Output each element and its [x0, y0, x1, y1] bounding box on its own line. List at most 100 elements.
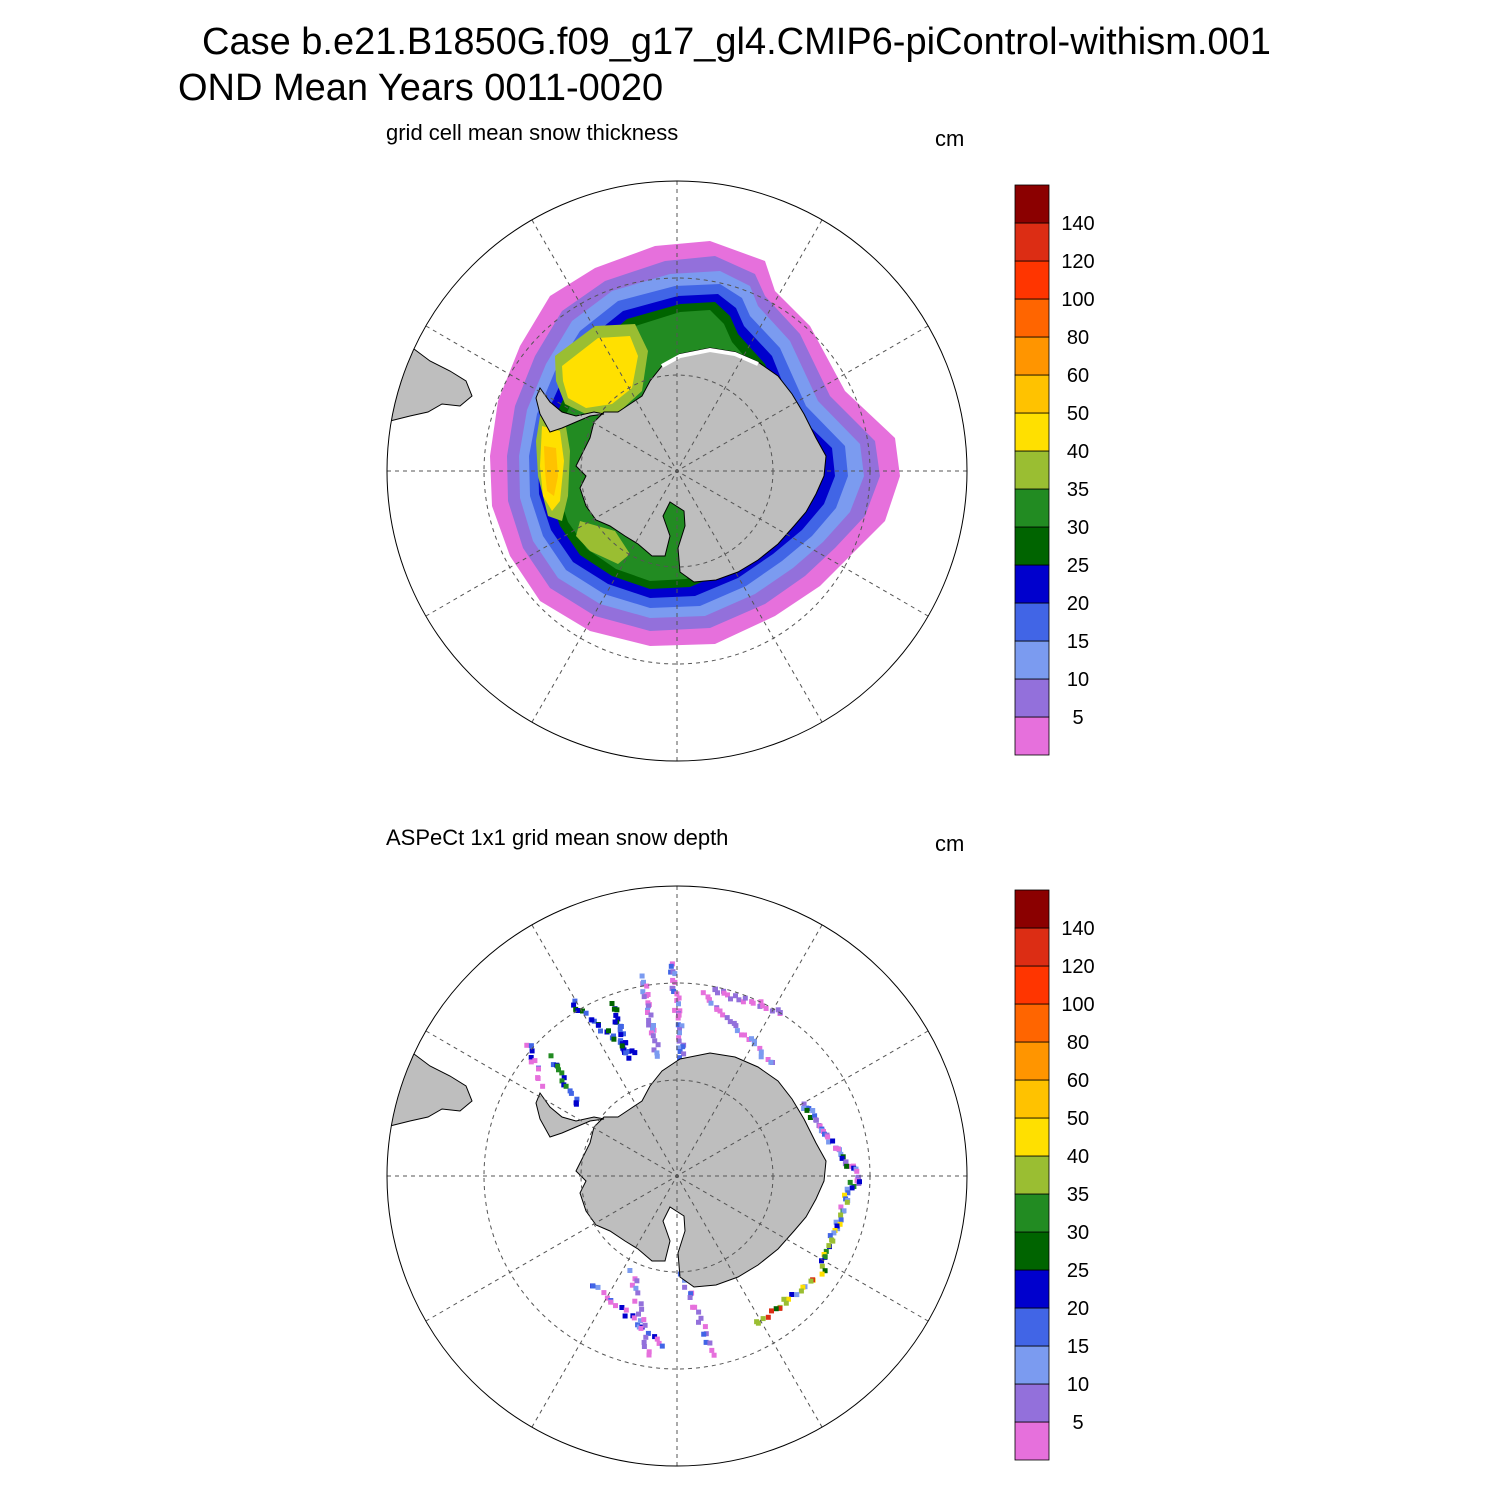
obs-cell [608, 1299, 614, 1305]
colorbar-1-label-13: 140 [1061, 213, 1094, 235]
obs-cell [823, 1248, 829, 1254]
obs-cell [623, 1040, 629, 1046]
colorbar-1-label-9: 60 [1067, 365, 1089, 387]
obs-cell [826, 1139, 832, 1145]
obs-cell [688, 1291, 694, 1297]
obs-cell [641, 1339, 647, 1345]
graticule [387, 886, 967, 1466]
obs-cell [632, 1050, 638, 1056]
obs-cell [568, 1090, 574, 1096]
obs-cell [817, 1123, 823, 1129]
panel-1-units: cm [935, 126, 965, 151]
obs-cell [680, 1044, 686, 1050]
obs-cell [734, 1028, 740, 1034]
figure-title-line-1: Case b.e21.B1850G.f09_g17_gl4.CMIP6-piCo… [202, 21, 1271, 63]
obs-cell [808, 1278, 814, 1284]
obs-cell [654, 1336, 660, 1342]
obs-cell [672, 979, 678, 985]
obs-cell [715, 990, 720, 996]
obs-cell [698, 1315, 704, 1321]
obs-cell [613, 1303, 618, 1309]
obs-cell [804, 1107, 810, 1113]
obs-cell [528, 1059, 534, 1065]
obs-cell [643, 1334, 649, 1340]
obs-cell [555, 1063, 561, 1069]
colorbar-2-swatch-4 [1014, 1269, 1050, 1309]
aspect-snow-depth-map [386, 885, 968, 1467]
obs-cell [639, 1306, 645, 1312]
obs-cell [645, 1000, 651, 1006]
colorbar-2-label-5: 30 [1067, 1222, 1089, 1244]
obs-cell [798, 1288, 804, 1294]
obs-cell [763, 1006, 769, 1011]
obs-cell [671, 989, 677, 994]
obs-cell [640, 989, 646, 995]
obs-cell [559, 1078, 565, 1084]
snow-thickness-map [386, 180, 968, 762]
obs-cell [677, 1055, 682, 1061]
obs-cell [642, 1322, 648, 1328]
obs-cell [742, 1032, 747, 1038]
obs-cell [847, 1179, 853, 1185]
obs-cell [677, 1027, 682, 1033]
obs-cell [835, 1226, 841, 1232]
obs-cell [672, 1007, 678, 1013]
obs-cell [826, 1243, 832, 1249]
colorbar-1-swatch-11 [1014, 298, 1050, 338]
obs-cell [646, 1349, 652, 1355]
obs-cell [702, 1324, 708, 1330]
obs-cell [835, 1146, 841, 1152]
obs-cell [677, 1008, 683, 1014]
colorbar-2-swatch-7 [1014, 1155, 1050, 1195]
map-boundary [386, 885, 968, 1467]
antarctic-peninsula [535, 1091, 605, 1138]
obs-cell [619, 1305, 625, 1310]
colorbar-1-label-5: 30 [1067, 517, 1089, 539]
obs-cell [638, 1301, 644, 1307]
obs-cell [844, 1199, 850, 1205]
obs-cell [613, 1012, 619, 1018]
colorbar-2-label-7: 40 [1067, 1146, 1089, 1168]
colorbar-1-swatch-12 [1014, 260, 1050, 300]
obs-cell [654, 1053, 660, 1059]
obs-cell [619, 1043, 625, 1049]
obs-cell [801, 1106, 807, 1111]
obs-cell [646, 1352, 652, 1358]
obs-cell [855, 1175, 861, 1181]
colorbar-2-swatch-10 [1014, 1041, 1050, 1081]
obs-cell [765, 1057, 771, 1062]
obs-cell [571, 1002, 577, 1008]
obs-cell [535, 1076, 541, 1081]
obs-cell [623, 1307, 629, 1313]
obs-cell [754, 1319, 760, 1325]
obs-cell [768, 1059, 774, 1065]
obs-cell [677, 1049, 683, 1054]
obs-cell [595, 1284, 601, 1290]
obs-cell [822, 1254, 828, 1260]
obs-cell [574, 1096, 580, 1102]
obs-cell [524, 1042, 530, 1048]
obs-cell [720, 1012, 726, 1018]
obs-cell [676, 1038, 682, 1044]
obs-cell [845, 1190, 851, 1196]
obs-cell [645, 1003, 651, 1009]
map-boundary [386, 180, 968, 762]
colorbar-1-label-7: 40 [1067, 441, 1089, 463]
colorbar-2-label-1: 10 [1067, 1374, 1089, 1396]
obs-cell [532, 1058, 538, 1064]
obs-cell [676, 1045, 682, 1051]
obs-cell [655, 1042, 661, 1048]
obs-cell [830, 1138, 836, 1144]
obs-cell [703, 1339, 709, 1345]
colorbar-2-swatch-0 [1014, 1421, 1050, 1461]
colorbar-2-label-8: 50 [1067, 1108, 1089, 1130]
obs-cell [536, 1066, 541, 1072]
obs-cell [645, 1330, 651, 1336]
obs-cell [641, 994, 647, 1000]
obs-cell [632, 1298, 638, 1304]
obs-cell [645, 992, 651, 997]
obs-cell [705, 994, 711, 1000]
obs-cell [617, 1027, 623, 1033]
obs-cell [701, 1331, 707, 1337]
obs-cell [692, 1304, 698, 1310]
